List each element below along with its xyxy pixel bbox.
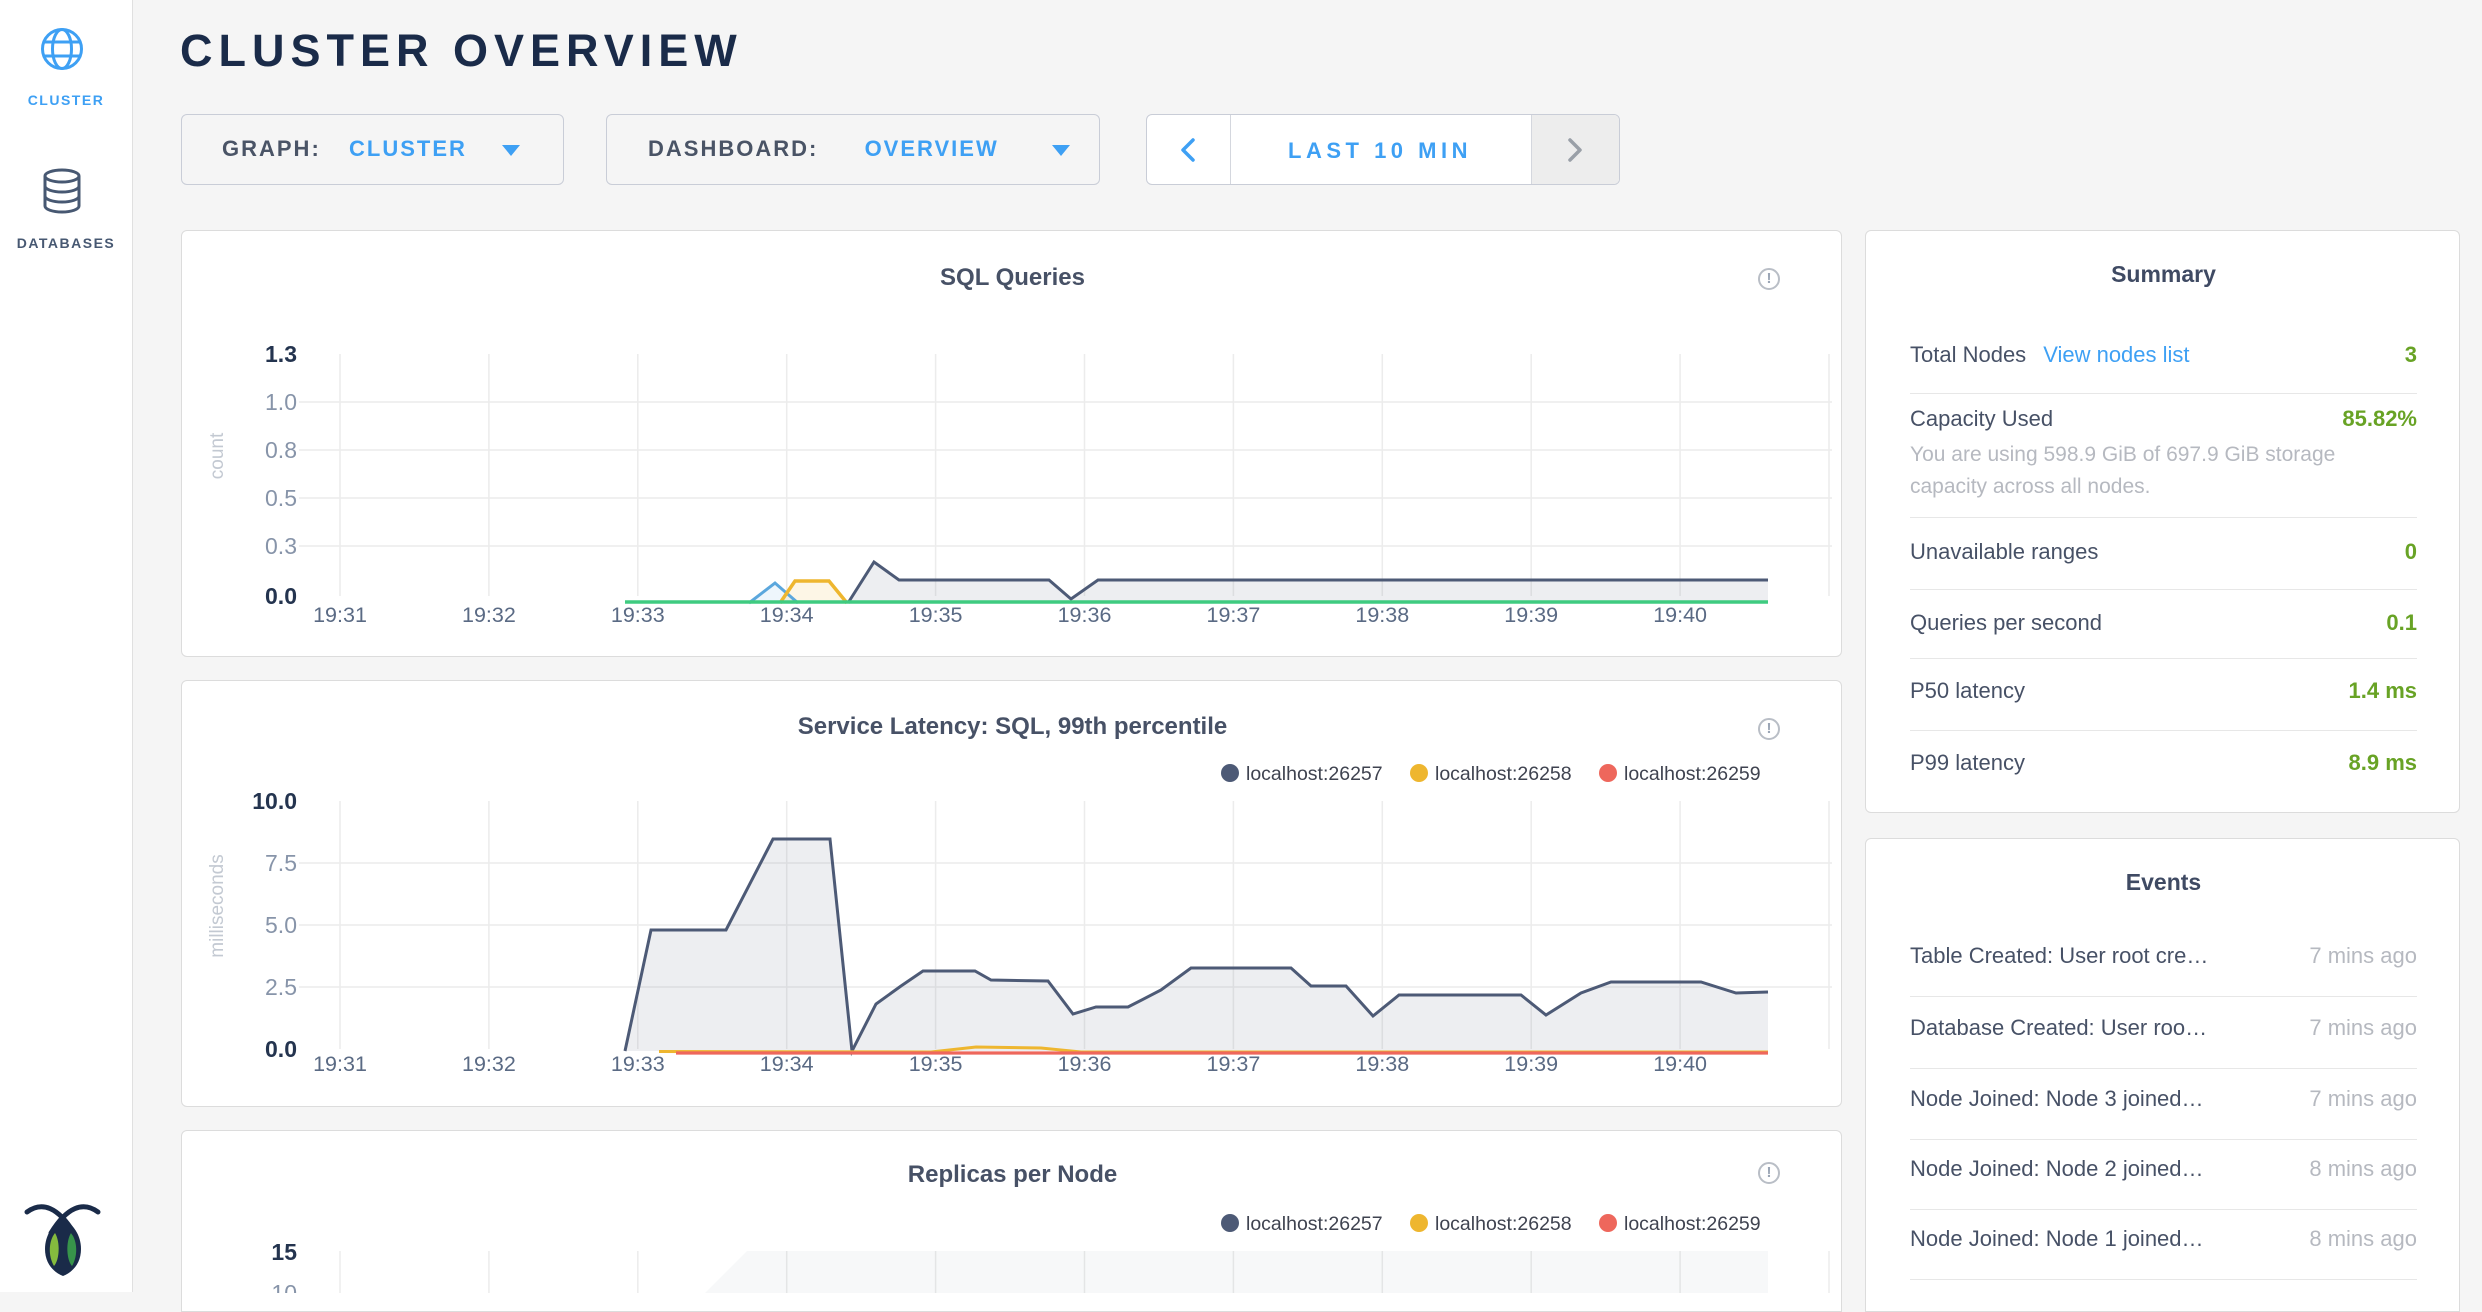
svg-text:0.8: 0.8 [265, 437, 297, 463]
svg-text:1.0: 1.0 [265, 389, 297, 415]
svg-text:19:40: 19:40 [1653, 603, 1707, 627]
svg-text:19:37: 19:37 [1206, 603, 1260, 627]
svg-text:19:31: 19:31 [313, 1052, 367, 1076]
svg-text:0.0: 0.0 [265, 1036, 297, 1062]
svg-text:19:34: 19:34 [760, 1052, 814, 1076]
svg-text:19:32: 19:32 [462, 603, 516, 627]
svg-text:19:39: 19:39 [1504, 603, 1558, 627]
svg-text:19:32: 19:32 [462, 1052, 516, 1076]
svg-text:19:33: 19:33 [611, 1052, 665, 1076]
svg-text:10.0: 10.0 [252, 788, 297, 814]
svg-text:19:38: 19:38 [1355, 1052, 1409, 1076]
svg-text:19:38: 19:38 [1355, 603, 1409, 627]
svg-text:0.5: 0.5 [265, 485, 297, 511]
svg-text:localhost:26258: localhost:26258 [1435, 1213, 1572, 1235]
svg-text:localhost:26257: localhost:26257 [1246, 763, 1383, 785]
svg-text:19:36: 19:36 [1058, 603, 1112, 627]
svg-text:19:39: 19:39 [1504, 1052, 1558, 1076]
svg-text:milliseconds: milliseconds [207, 854, 228, 957]
svg-text:19:40: 19:40 [1653, 1052, 1707, 1076]
svg-text:1.3: 1.3 [265, 341, 297, 367]
svg-text:2.5: 2.5 [265, 974, 297, 1000]
svg-text:19:35: 19:35 [909, 603, 963, 627]
svg-text:0.0: 0.0 [265, 583, 297, 609]
svg-text:19:31: 19:31 [313, 603, 367, 627]
svg-text:localhost:26258: localhost:26258 [1435, 763, 1572, 785]
svg-text:5.0: 5.0 [265, 912, 297, 938]
svg-text:15: 15 [271, 1239, 297, 1265]
svg-text:localhost:26259: localhost:26259 [1624, 763, 1761, 785]
svg-text:0.3: 0.3 [265, 533, 297, 559]
svg-text:localhost:26259: localhost:26259 [1624, 1213, 1761, 1235]
svg-text:7.5: 7.5 [265, 850, 297, 876]
svg-text:19:33: 19:33 [611, 603, 665, 627]
svg-text:19:35: 19:35 [909, 1052, 963, 1076]
svg-text:19:37: 19:37 [1206, 1052, 1260, 1076]
svg-text:count: count [207, 432, 228, 479]
svg-text:19:36: 19:36 [1058, 1052, 1112, 1076]
svg-text:10: 10 [271, 1280, 297, 1293]
svg-text:19:34: 19:34 [760, 603, 814, 627]
svg-text:localhost:26257: localhost:26257 [1246, 1213, 1383, 1235]
